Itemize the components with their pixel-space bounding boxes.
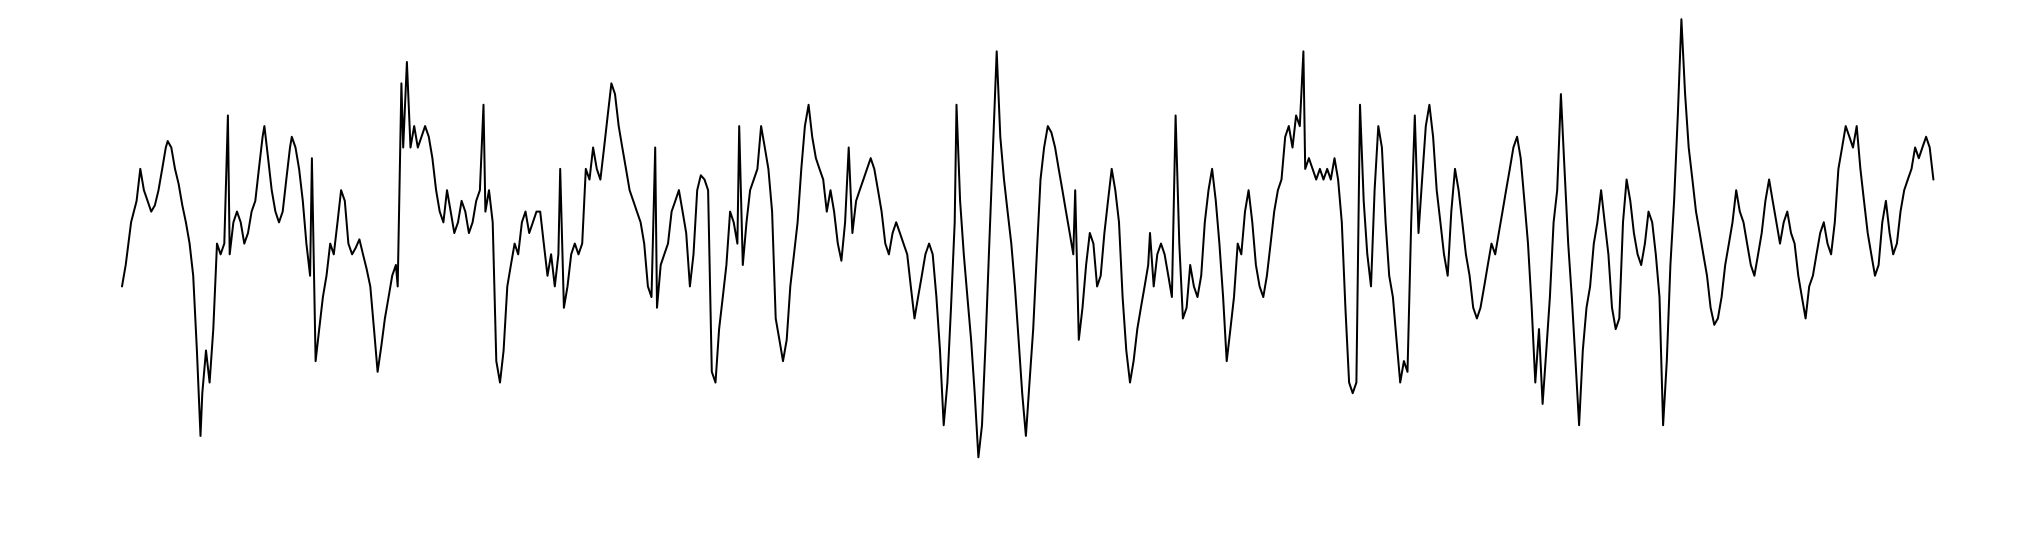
series-line (121, 18, 1935, 459)
